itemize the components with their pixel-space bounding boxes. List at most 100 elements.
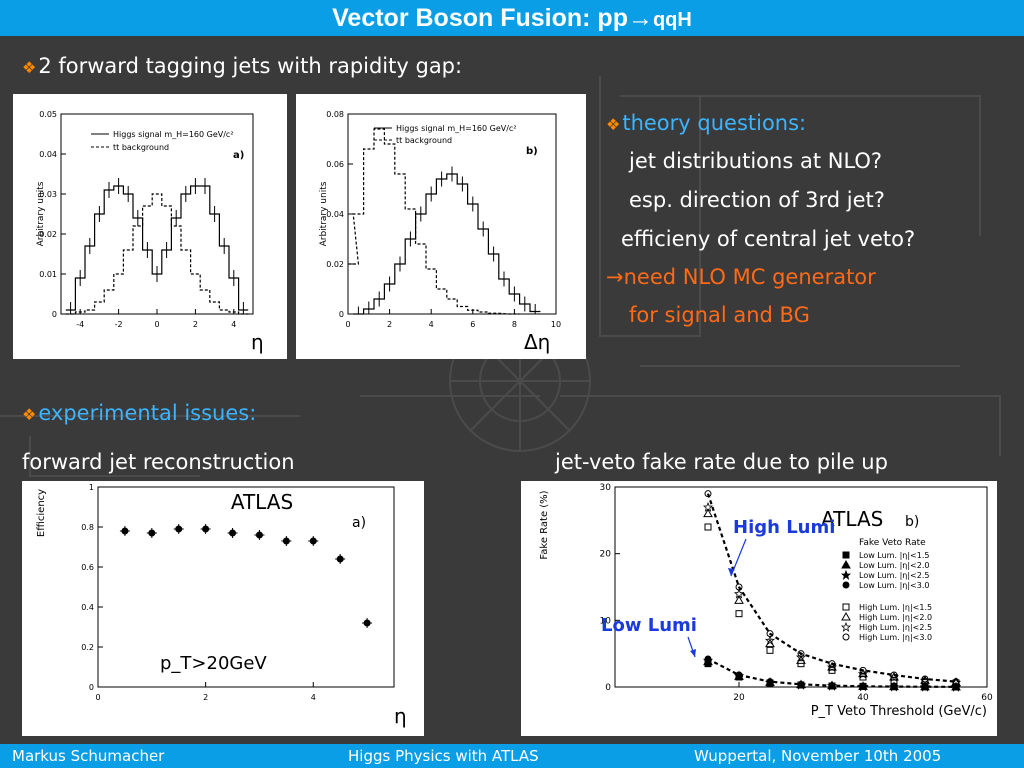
- x-tick-label: 10: [551, 320, 561, 329]
- legend-entry: Low Lum. |η|<2.5: [859, 571, 929, 580]
- x-tick-label: 4: [231, 320, 236, 329]
- background-texture: [0, 76, 1001, 477]
- x-tick-label: 40: [857, 693, 869, 703]
- marker-filled-square: [842, 551, 850, 559]
- legend-background: tt background: [396, 136, 452, 145]
- chart-efficiency-panel: 0 2 4 0 0.2 0.4 0.6 0.8 1 ATLAS a) p_T>20GeV Efficie…: [22, 481, 424, 736]
- data-point: [255, 531, 263, 539]
- plot-frame: [97, 486, 395, 688]
- chart-eta: -4 -2 0 2 4 0 0.01 0.02 0.03 0.04 0.05 Higgs signal…: [36, 110, 264, 354]
- data-point: [282, 537, 290, 545]
- x-tick-label: 0: [95, 693, 100, 702]
- marker-open-triangle: [734, 595, 744, 604]
- x-tick-label: 2: [203, 693, 208, 702]
- y-tick-label: 0.03: [39, 190, 57, 199]
- right-arrow-icon: →: [606, 265, 624, 289]
- marker-open-circle: [890, 671, 898, 679]
- data-point: [309, 537, 317, 545]
- high-lumi-arrowhead: [728, 568, 734, 576]
- chart-eta-panel: -4 -2 0 2 4 0 0.01 0.02 0.03 0.04 0.05 Higgs signal…: [13, 94, 287, 359]
- x-axis-title: Δη: [524, 330, 550, 354]
- y-tick-label: 0.02: [39, 230, 57, 239]
- marker-open-star: [826, 661, 838, 673]
- data-point: [363, 619, 371, 627]
- marker-filled-triangle: [841, 559, 851, 569]
- y-axis-title: Efficiency: [36, 489, 47, 537]
- x-tick-label: -2: [115, 320, 123, 329]
- marker-open-circle: [797, 650, 805, 658]
- x-axis-title: η: [394, 704, 407, 728]
- marker-open-square: [842, 603, 850, 611]
- data-point: [148, 529, 156, 537]
- y-tick-label: 0.06: [326, 160, 344, 169]
- chart-title: ATLAS: [821, 507, 883, 531]
- marker-open-circle: [952, 678, 960, 686]
- slide-title: Vector Boson Fusion: pp: [332, 4, 628, 32]
- x-tick-label: 8: [512, 320, 517, 329]
- marker-open-triangle: [889, 671, 899, 681]
- marker-filled-circle: [828, 682, 836, 690]
- y-tick-label: 0.4: [81, 603, 94, 612]
- marker-open-circle: [859, 666, 867, 674]
- marker-open-star: [840, 621, 852, 633]
- x-tick-label: 2: [387, 320, 392, 329]
- marker-filled-star: [840, 569, 852, 581]
- legend-title: Fake Veto Rate: [859, 538, 926, 548]
- y-tick-label: 10: [600, 616, 612, 626]
- series-higgs-signal: [353, 173, 541, 315]
- need-nlo-line-2: for signal and BG: [629, 303, 810, 327]
- y-tick-label: 0.8: [81, 523, 94, 532]
- x-tick-label: 4: [311, 693, 316, 702]
- low-lumi-label: Low Lumi: [601, 615, 697, 636]
- data-point: [202, 525, 210, 533]
- marker-open-star: [764, 635, 776, 646]
- experimental-heading: ❖experimental issues:: [22, 401, 257, 425]
- data-point: [229, 529, 237, 537]
- theory-line-1: jet distributions at NLO?: [629, 149, 883, 173]
- marker-open-triangle: [841, 611, 851, 621]
- legend-entry: High Lum. |η|<2.0: [859, 613, 932, 622]
- low-lumi-arrowhead: [690, 649, 696, 657]
- right-caption: jet-veto fake rate due to pile up: [555, 450, 888, 474]
- chart-fake-rate-panel: 20 40 60 0 10 20 30 ATLAS b) Fake Veto Rate Low Lu…: [521, 481, 997, 736]
- legend-entry: Low Lum. |η|<1.5: [859, 551, 929, 560]
- marker-open-circle: [704, 490, 712, 498]
- footer-talk: Higgs Physics with ATLAS: [348, 747, 539, 765]
- panel-label: b): [526, 146, 538, 157]
- x-tick-label: 0: [154, 320, 159, 329]
- legend-background: tt background: [113, 143, 169, 152]
- y-tick-label: 0: [89, 683, 94, 692]
- x-tick-label: 60: [981, 693, 993, 703]
- chart-delta-eta: 0 2 4 6 8 10 0 0.02 0.04 0.06 0.08 Higgs signal m_H…: [319, 110, 561, 354]
- data-point: [175, 525, 183, 533]
- slide-title-bar: Vector Boson Fusion: pp→qqH: [0, 0, 1024, 36]
- legend-entry: High Lum. |η|<1.5: [859, 603, 932, 612]
- legend-signal: Higgs signal m_H=160 GeV/c²: [113, 130, 234, 139]
- x-tick-label: 0: [345, 320, 350, 329]
- theory-heading: ❖theory questions:: [606, 111, 807, 135]
- x-tick-label: 4: [429, 320, 434, 329]
- y-tick-label: 1: [89, 483, 94, 492]
- marker-open-triangle: [951, 677, 961, 686]
- diamond-bullet-icon: ❖: [22, 58, 37, 77]
- marker-open-circle: [828, 660, 836, 668]
- marker-filled-circle: [859, 682, 867, 690]
- marker-open-square: [704, 523, 712, 531]
- y-tick-label: 0: [605, 683, 611, 693]
- marker-open-square: [766, 646, 774, 654]
- footer-author: Markus Schumacher: [12, 747, 165, 765]
- y-tick-label: 0: [52, 310, 57, 319]
- marker-filled-circle: [842, 581, 850, 589]
- data-point: [121, 527, 129, 535]
- theory-line-3: efficieny of central jet veto?: [621, 227, 916, 251]
- legend-entry: Low Lum. |η|<2.0: [859, 561, 929, 570]
- marker-open-star: [702, 501, 714, 513]
- marker-open-square: [735, 610, 743, 618]
- chart-efficiency: 0 2 4 0 0.2 0.4 0.6 0.8 1 ATLAS a) p_T>20GeV Efficie…: [36, 483, 407, 728]
- x-tick-label: -4: [76, 320, 84, 329]
- marker-open-circle: [921, 675, 929, 683]
- marker-filled-circle: [735, 671, 743, 679]
- panel-label: a): [352, 515, 366, 531]
- chart-delta-eta-panel: 0 2 4 6 8 10 0 0.02 0.04 0.06 0.08 Higgs signal m_H…: [296, 94, 586, 359]
- theory-line-2: esp. direction of 3rd jet?: [629, 188, 885, 212]
